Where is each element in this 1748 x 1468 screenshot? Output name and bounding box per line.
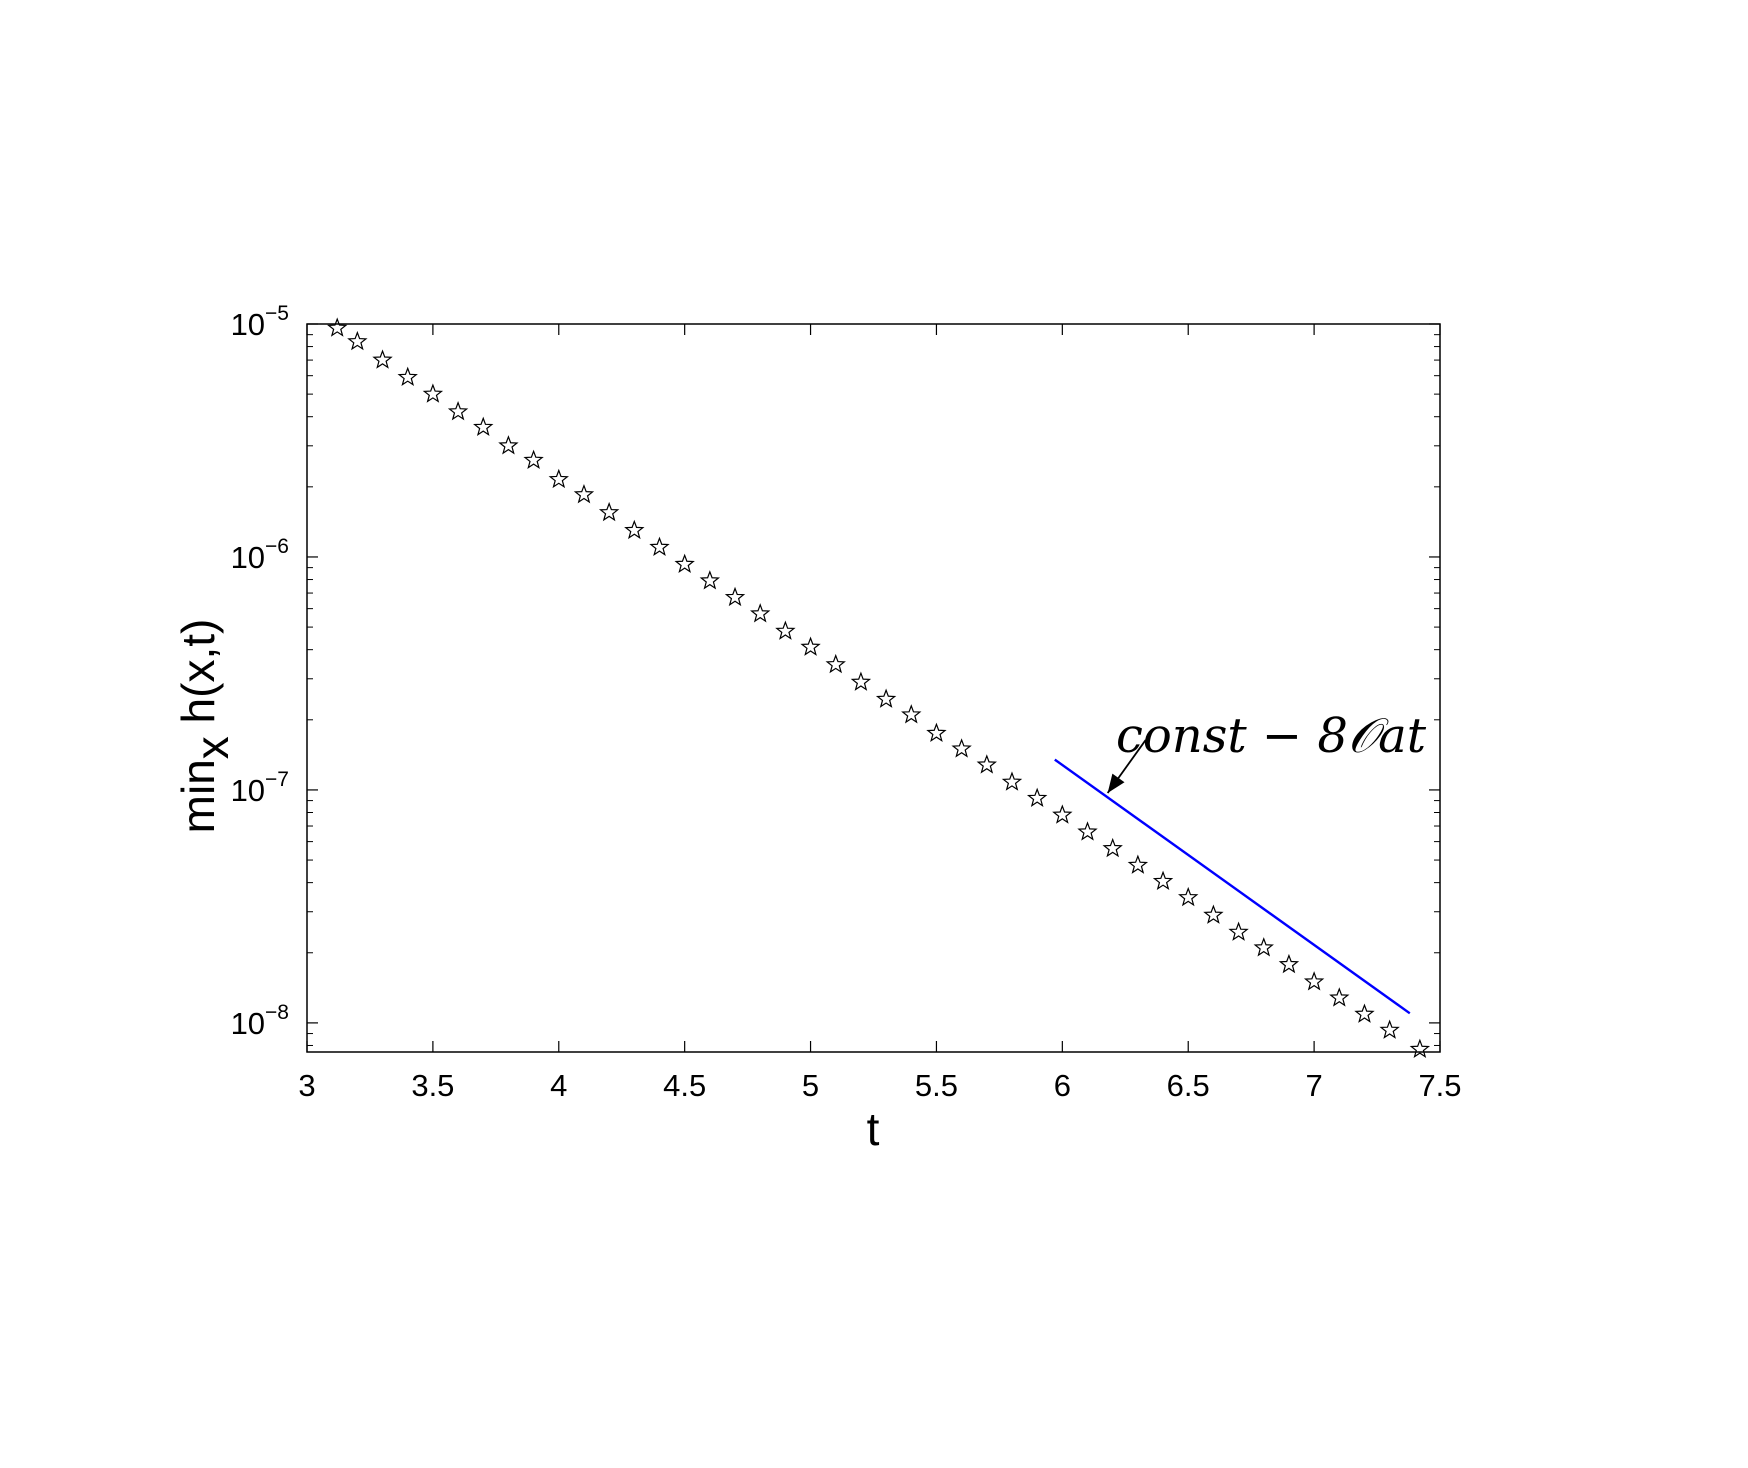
x-tick-label: 3.5 <box>411 1068 454 1103</box>
data-point-star <box>1379 1019 1400 1039</box>
data-point-star <box>1152 870 1174 891</box>
data-point-star <box>825 653 846 674</box>
data-point-star <box>1077 821 1098 841</box>
data-point-star <box>473 416 494 437</box>
x-tick-label: 5 <box>802 1068 819 1103</box>
data-point-star <box>850 671 872 691</box>
series <box>327 317 1431 1059</box>
data-point-star <box>523 449 544 469</box>
data-point-star <box>1354 1003 1375 1023</box>
plot-frame <box>306 323 1441 1053</box>
data-point-star <box>649 536 670 556</box>
y-axis-title-main: min <box>172 759 224 833</box>
x-tick-labels: 3 3.5 4 4.5 5 5.5 6 6.5 7 7.5 <box>298 1068 1461 1103</box>
data-point-star <box>724 586 746 607</box>
data-point-star <box>800 636 821 656</box>
data-point-star <box>1409 1038 1431 1059</box>
x-tick-label: 6 <box>1054 1068 1071 1103</box>
plot-area <box>306 323 1441 1053</box>
data-point-star <box>1278 953 1300 974</box>
data-point-star <box>397 366 418 387</box>
annotation-text: const − 8𝒪at <box>1116 708 1427 764</box>
data-point-star <box>372 349 393 369</box>
data-point-star <box>1001 771 1023 791</box>
data-point-star <box>699 570 721 590</box>
annotation: const − 8𝒪at <box>1106 708 1427 794</box>
data-point-star <box>750 603 771 623</box>
data-point-star <box>775 620 796 640</box>
x-tick-label: 5.5 <box>915 1068 958 1103</box>
x-tick-label: 4 <box>550 1068 567 1103</box>
y-tick-labels: 10−8 10−7 10−6 10−5 <box>231 302 289 1041</box>
data-point-star <box>347 330 368 351</box>
y-tick-label: 10−8 <box>231 1001 289 1041</box>
x-axis-title: t <box>867 1103 880 1155</box>
data-point-star <box>1303 971 1325 991</box>
y-tick-label: 10−7 <box>231 768 289 808</box>
data-point-star <box>327 317 348 337</box>
data-point-star <box>901 704 922 724</box>
annotation-arrow-head <box>1107 773 1125 794</box>
data-point-star <box>1052 804 1073 824</box>
data-point-star <box>976 754 997 774</box>
y-axis-title-sub: x <box>186 736 238 759</box>
data-point-star <box>573 484 595 504</box>
y-tick-label: 10−6 <box>231 535 289 575</box>
x-tick-label: 7 <box>1305 1068 1322 1103</box>
data-point-star <box>1329 987 1350 1007</box>
data-point-star <box>674 553 695 573</box>
data-point-star <box>1026 787 1048 808</box>
data-point-star <box>1102 837 1123 858</box>
data-point-star <box>926 722 947 742</box>
data-point-star <box>498 435 519 455</box>
data-point-star <box>422 383 444 403</box>
data-point-star <box>624 519 645 540</box>
x-tick-label: 3 <box>298 1068 315 1103</box>
y-axis-title: minx h(x,t) <box>172 619 238 834</box>
axis-ticks <box>306 323 1441 1052</box>
data-point-star <box>598 501 620 522</box>
data-point-star <box>1127 854 1149 874</box>
reference-line <box>1054 758 1411 1015</box>
data-point-star <box>1228 921 1249 941</box>
x-tick-label: 4.5 <box>663 1068 706 1103</box>
data-point-star <box>548 468 569 489</box>
data-point-star <box>1178 886 1199 907</box>
data-point-star <box>447 401 469 421</box>
data-point-star <box>951 738 972 758</box>
x-tick-label: 7.5 <box>1418 1068 1461 1103</box>
data-point-star <box>1203 904 1224 924</box>
data-point-star <box>875 688 897 708</box>
data-point-star <box>1253 937 1274 957</box>
y-axis-title-rest: h(x,t) <box>172 619 224 737</box>
x-tick-label: 6.5 <box>1167 1068 1210 1103</box>
y-tick-label: 10−5 <box>231 302 289 342</box>
